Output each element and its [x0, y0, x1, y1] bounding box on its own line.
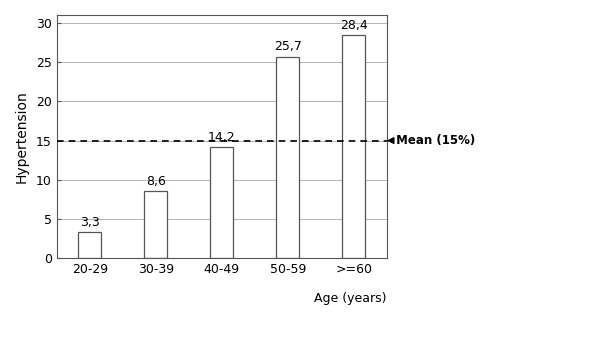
- Text: 8,6: 8,6: [146, 175, 166, 188]
- Text: 28,4: 28,4: [340, 19, 368, 32]
- Y-axis label: Hypertension: Hypertension: [15, 90, 29, 183]
- Text: 3,3: 3,3: [80, 216, 100, 229]
- Text: Age (years): Age (years): [314, 292, 387, 305]
- Text: Mean (15%): Mean (15%): [388, 134, 475, 147]
- Text: 25,7: 25,7: [274, 40, 302, 53]
- Text: 14,2: 14,2: [208, 131, 236, 144]
- Bar: [78, 233, 101, 258]
- Bar: [144, 191, 167, 258]
- Bar: [210, 147, 233, 258]
- Bar: [276, 56, 299, 258]
- Bar: [342, 35, 365, 258]
